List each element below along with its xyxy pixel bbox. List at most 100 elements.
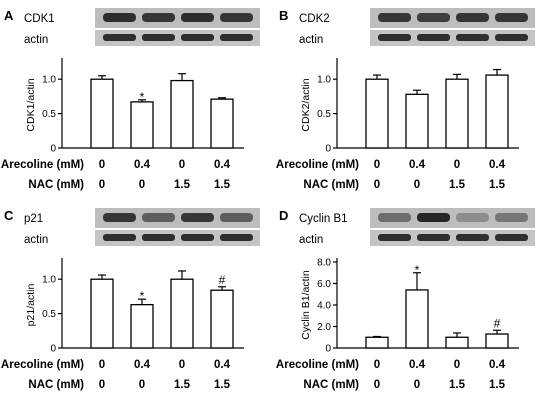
significance-hash: #: [219, 273, 226, 287]
bar: [485, 74, 509, 149]
panel-a: A CDK1 actin 0 0.5 1.0 CDK1/actin * Arecoline (m…: [0, 0, 275, 200]
arecoline-row-label: Arecoline (mM): [1, 159, 84, 171]
bar: [130, 304, 154, 349]
nac-dose: 1.5: [174, 179, 191, 191]
blot-band-actin: [103, 234, 136, 241]
arecoline-dose: 0: [179, 359, 185, 371]
blot-band-actin: [495, 234, 528, 241]
panel-b: B CDK2 actin 0 0.5 1.0 CDK2/actin Arecoline (mM…: [275, 0, 550, 200]
nac-row-label: NAC (mM): [303, 179, 359, 191]
y-axis-label: CDK1/actin: [25, 78, 37, 131]
blot-band-actin: [142, 34, 175, 41]
significance-hash: #: [494, 316, 501, 330]
loading-control-name: actin: [24, 34, 48, 46]
blot-band-actin: [103, 34, 136, 41]
arecoline-dose: 0.4: [409, 359, 426, 371]
y-tick-label: 0.5: [317, 109, 331, 120]
arecoline-row-label: Arecoline (mM): [1, 359, 84, 371]
y-tick-label: 0.5: [42, 109, 56, 120]
blot-band-target: [495, 213, 528, 222]
arecoline-dose: 0.4: [489, 159, 506, 171]
panel-letter: D: [279, 208, 288, 223]
arecoline-dose: 0: [374, 359, 380, 371]
arecoline-dose: 0.4: [489, 359, 506, 371]
arecoline-dose: 0.4: [134, 159, 151, 171]
blot-strip-actin: [95, 230, 260, 246]
arecoline-dose: 0: [374, 159, 380, 171]
arecoline-dose: 0.4: [134, 359, 151, 371]
blot-band-actin: [495, 34, 528, 41]
blot-band-actin: [181, 234, 214, 241]
blot-band-actin: [378, 34, 411, 41]
bar: [445, 78, 469, 149]
panel-b-chart: B CDK2 actin 0 0.5 1.0 CDK2/actin Arecoline (mM…: [276, 8, 535, 191]
blot-band-actin: [220, 34, 253, 41]
blot-band-actin: [456, 34, 489, 41]
y-tick-label: 4.0: [317, 301, 331, 312]
blot-band-actin: [220, 234, 253, 241]
arecoline-dose: 0: [454, 359, 460, 371]
nac-dose: 0: [139, 179, 145, 191]
y-tick-label: 6.0: [317, 279, 331, 290]
blot-band-actin: [417, 34, 450, 41]
blot-strip-target: [370, 8, 535, 28]
bar: [365, 78, 389, 149]
nac-dose: 1.5: [449, 179, 466, 191]
arecoline-dose: 0: [99, 159, 105, 171]
blot-strip-target: [95, 208, 260, 228]
bar: [365, 336, 389, 349]
bar: [445, 336, 469, 349]
y-tick-label: 0: [50, 144, 56, 155]
panel-d-chart: D Cyclin B1 actin 0 2.0 4.0 6.0 8.0 Cyclin B1/ac…: [276, 208, 535, 391]
blot-band-target: [181, 13, 214, 22]
arecoline-dose: 0: [179, 159, 185, 171]
panel-letter: C: [4, 208, 14, 223]
bar: [170, 278, 194, 349]
blot-band-target: [181, 213, 214, 222]
blot-band-target: [378, 13, 411, 22]
blot-band-target: [103, 213, 136, 222]
loading-control-name: actin: [299, 34, 323, 46]
blot-band-actin: [181, 34, 214, 41]
nac-dose: 0: [99, 179, 105, 191]
panel-a-chart: A CDK1 actin 0 0.5 1.0 CDK1/actin * Arecoline (m…: [1, 8, 260, 191]
nac-dose: 1.5: [449, 379, 466, 391]
protein-name: p21: [24, 213, 43, 225]
blot-band-target: [103, 13, 136, 22]
nac-dose: 0: [139, 379, 145, 391]
blot-strip-actin: [370, 30, 535, 46]
y-tick-label: 0: [325, 144, 331, 155]
nac-dose: 0: [99, 379, 105, 391]
y-tick-label: 1.0: [42, 275, 56, 286]
blot-strip-actin: [370, 230, 535, 246]
panel-letter: A: [4, 8, 14, 23]
nac-row-label: NAC (mM): [28, 379, 84, 391]
y-tick-label: 0: [50, 344, 56, 355]
nac-dose: 0: [414, 179, 420, 191]
y-tick-label: 0: [325, 344, 331, 355]
y-tick-label: 1.0: [42, 75, 56, 86]
protein-name: Cyclin B1: [299, 213, 348, 225]
arecoline-dose: 0: [454, 159, 460, 171]
bar: [485, 333, 509, 349]
blot-band-actin: [417, 234, 450, 241]
bar: [210, 98, 234, 149]
protein-name: CDK2: [299, 13, 330, 25]
blot-band-target: [220, 13, 253, 22]
bar: [90, 78, 114, 149]
arecoline-row-label: Arecoline (mM): [276, 359, 359, 371]
blot-band-target: [417, 213, 450, 222]
blot-band-target: [495, 13, 528, 22]
loading-control-name: actin: [24, 234, 48, 246]
y-axis-label: CDK2/actin: [300, 78, 312, 131]
bar: [130, 101, 154, 149]
blot-band-target: [142, 13, 175, 22]
blot-band-target: [417, 13, 450, 22]
arecoline-dose: 0.4: [409, 159, 426, 171]
blot-band-actin: [142, 234, 175, 241]
y-tick-label: 1.0: [317, 75, 331, 86]
blot-band-target: [456, 213, 489, 222]
protein-name: CDK1: [24, 13, 55, 25]
